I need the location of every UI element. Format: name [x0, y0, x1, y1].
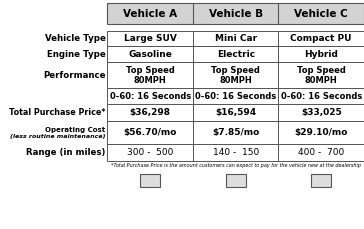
Bar	[140, 174, 160, 187]
Text: $16,594: $16,594	[215, 108, 256, 117]
Text: Large SUV: Large SUV	[124, 34, 177, 43]
Text: 400 -  700: 400 - 700	[298, 148, 344, 157]
Text: Hybrid: Hybrid	[304, 50, 338, 59]
Bar	[107, 62, 193, 88]
Text: Performance: Performance	[43, 71, 106, 80]
Bar	[311, 174, 331, 187]
Text: Vehicle A: Vehicle A	[123, 9, 177, 19]
Bar	[278, 88, 364, 104]
Bar	[278, 46, 364, 62]
Text: Gasoline: Gasoline	[128, 50, 172, 59]
Bar	[107, 104, 193, 121]
Bar	[107, 31, 193, 46]
Bar	[278, 144, 364, 161]
Text: 0-60: 16 Seconds: 0-60: 16 Seconds	[195, 92, 276, 101]
Bar	[193, 46, 278, 62]
Bar	[278, 121, 364, 144]
Text: Top Speed
80MPH: Top Speed 80MPH	[126, 65, 175, 85]
Text: $29.10/mo: $29.10/mo	[294, 128, 348, 137]
Text: Range (in miles): Range (in miles)	[26, 148, 106, 157]
Text: 300 -  500: 300 - 500	[127, 148, 173, 157]
Text: Vehicle B: Vehicle B	[209, 9, 263, 19]
Text: Electric: Electric	[217, 50, 255, 59]
Bar	[278, 31, 364, 46]
Bar	[193, 88, 278, 104]
Bar	[193, 31, 278, 46]
Bar	[107, 144, 193, 161]
Bar	[278, 104, 364, 121]
Bar	[278, 62, 364, 88]
Bar	[193, 104, 278, 121]
Bar	[193, 62, 278, 88]
Text: Total Purchase Price*: Total Purchase Price*	[9, 108, 106, 117]
Bar	[193, 121, 278, 144]
Bar	[107, 46, 193, 62]
Text: Top Speed
80MPH: Top Speed 80MPH	[211, 65, 260, 85]
Bar	[107, 88, 193, 104]
Bar	[193, 144, 278, 161]
Text: $7.85/mo: $7.85/mo	[212, 128, 259, 137]
Text: Engine Type: Engine Type	[47, 50, 106, 59]
Text: 0-60: 16 Seconds: 0-60: 16 Seconds	[281, 92, 362, 101]
Text: Mini Car: Mini Car	[215, 34, 257, 43]
Text: $33,025: $33,025	[301, 108, 341, 117]
Text: $56.70/mo: $56.70/mo	[123, 128, 177, 137]
Bar	[107, 121, 193, 144]
Text: (less routine maintenance): (less routine maintenance)	[10, 134, 106, 139]
Text: 0-60: 16 Seconds: 0-60: 16 Seconds	[110, 92, 191, 101]
Text: 140 -  150: 140 - 150	[213, 148, 259, 157]
Bar	[107, 3, 364, 24]
Text: Vehicle Type: Vehicle Type	[45, 34, 106, 43]
Text: *Total Purchase Price is the amount customers can expect to pay for the vehicle : *Total Purchase Price is the amount cust…	[111, 163, 360, 168]
Text: Top Speed
80MPH: Top Speed 80MPH	[297, 65, 346, 85]
Text: Operating Cost: Operating Cost	[45, 127, 106, 133]
Text: $36,298: $36,298	[130, 108, 171, 117]
Text: Compact PU: Compact PU	[290, 34, 352, 43]
Bar	[226, 174, 246, 187]
Text: Vehicle C: Vehicle C	[294, 9, 348, 19]
